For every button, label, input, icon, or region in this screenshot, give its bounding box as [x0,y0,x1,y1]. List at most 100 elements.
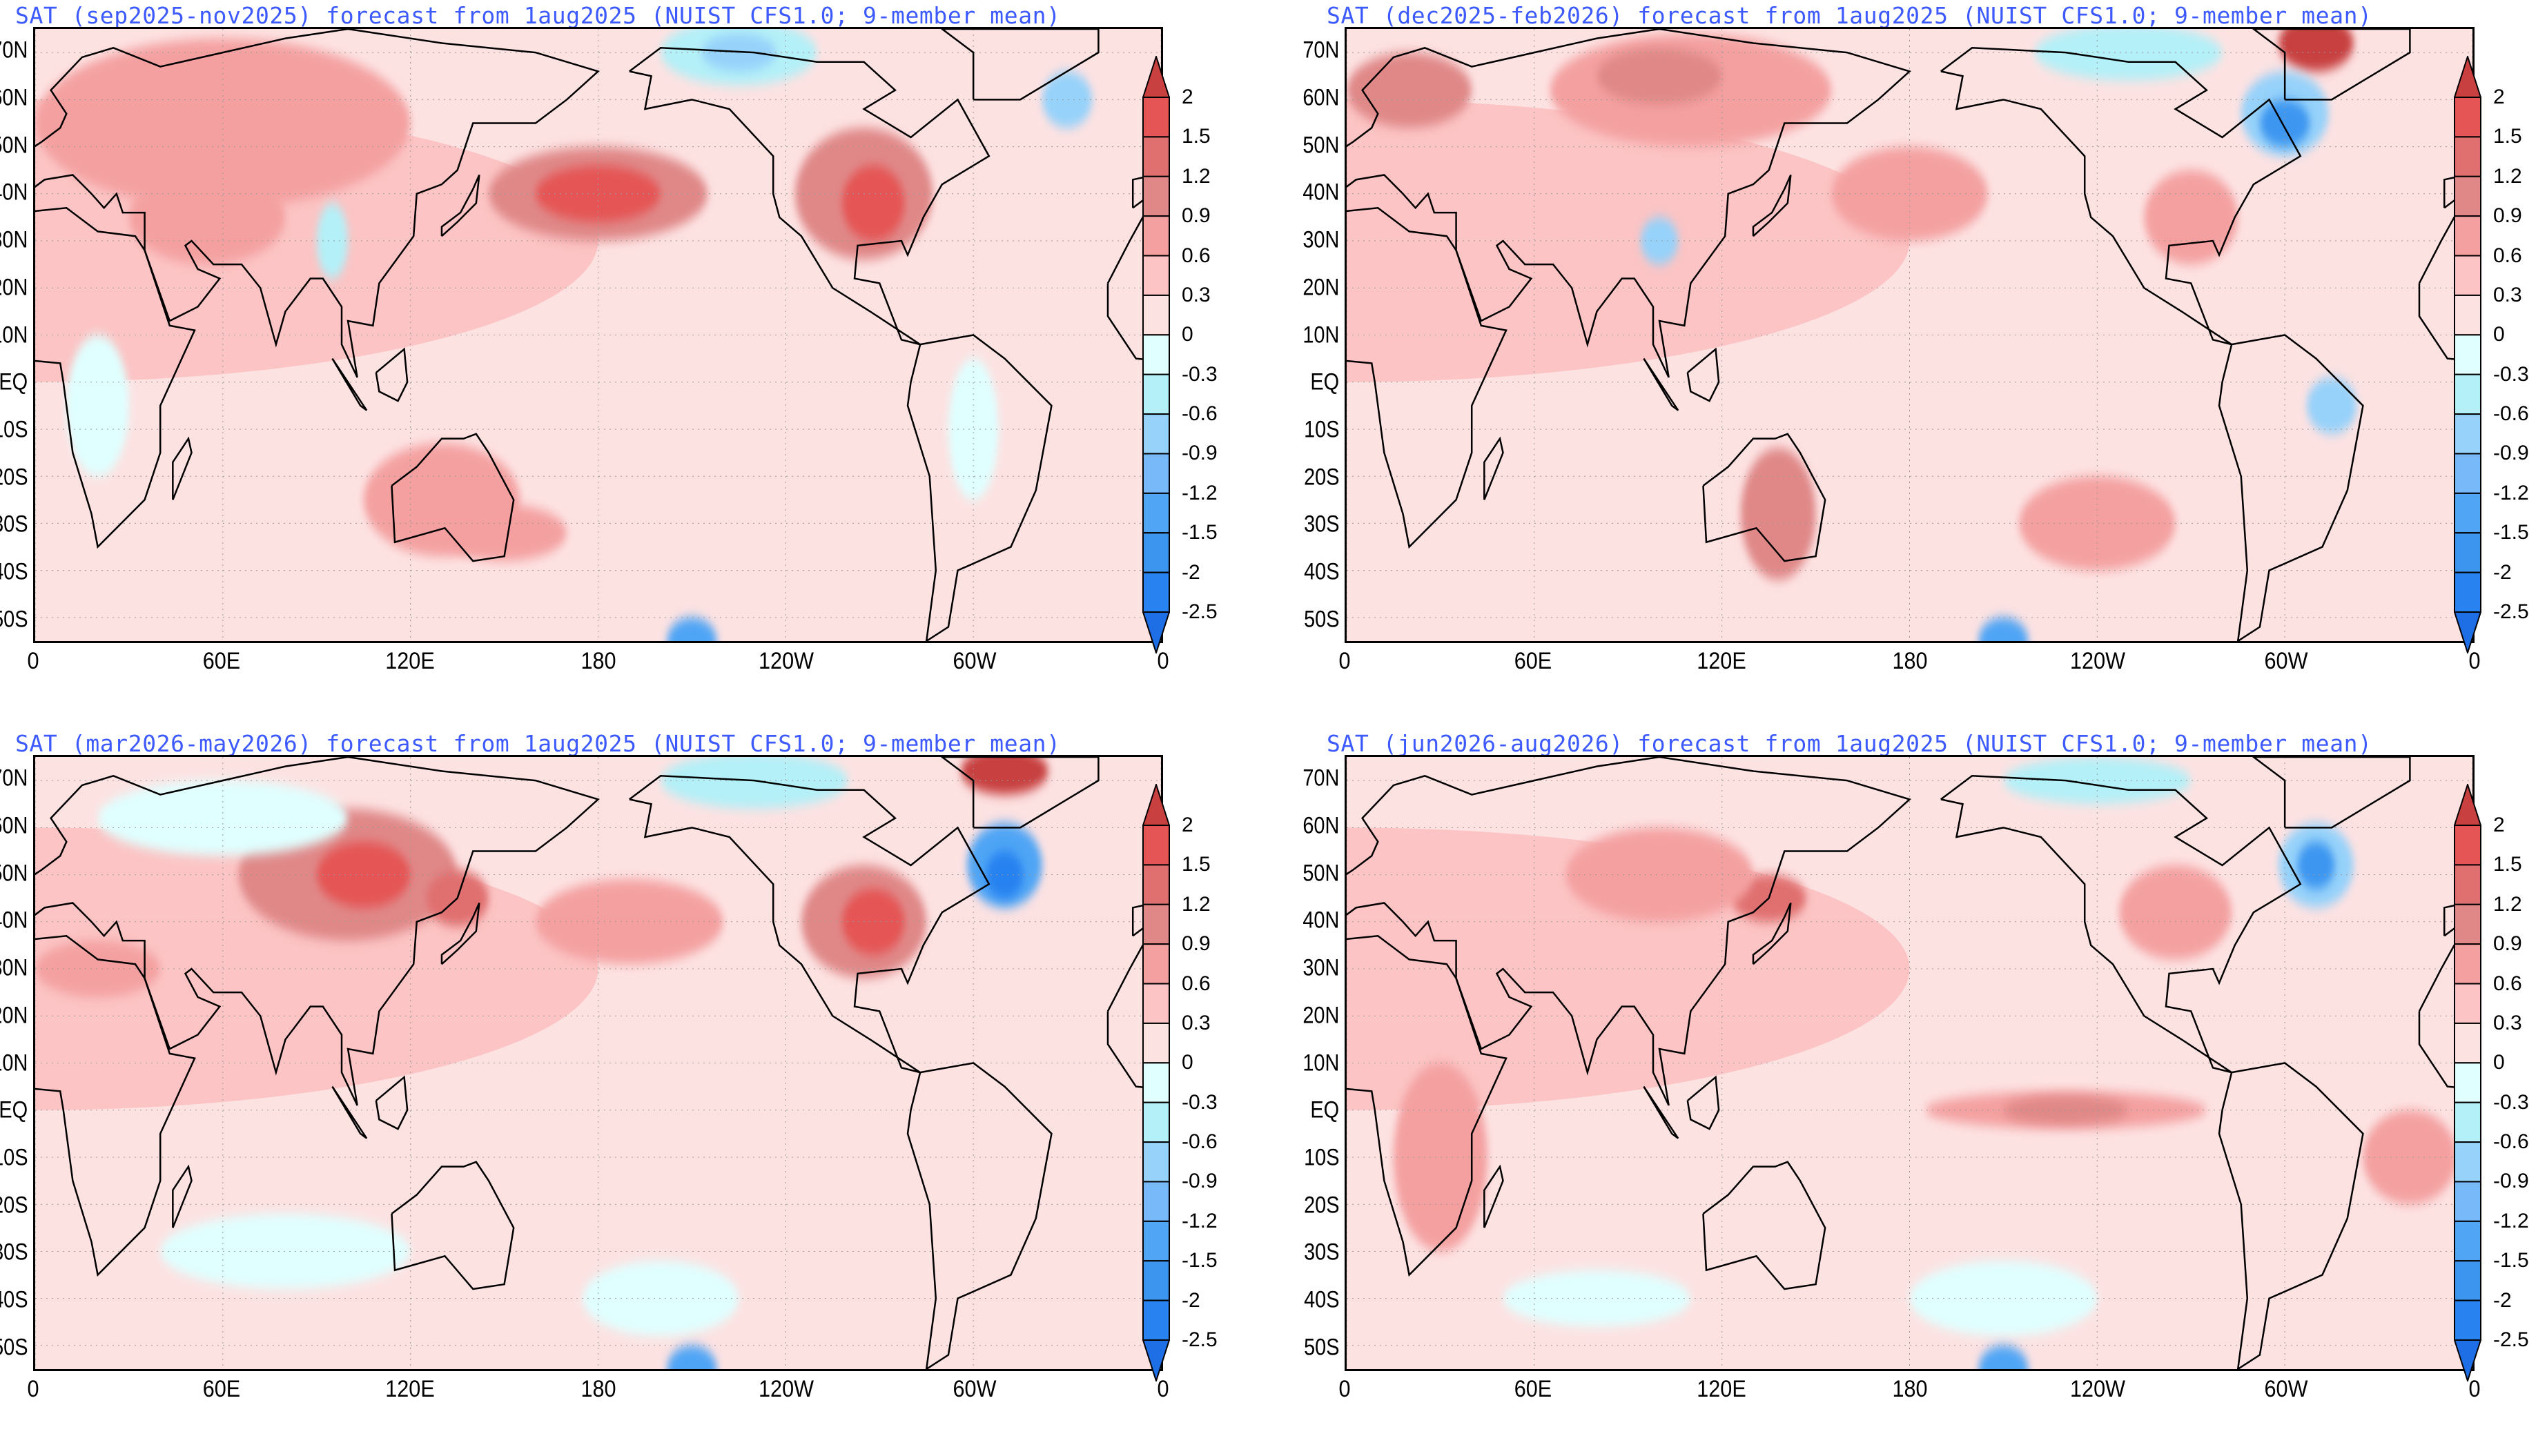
lon-tick-label: 120E [384,648,435,674]
colorbar-swatch [2454,56,2481,98]
coastline [2219,1063,2363,1370]
lat-tick-label: 20N [0,1002,28,1029]
coastline [1941,776,2301,1072]
colorbar-swatch [2454,1260,2481,1301]
colorbar-label: 0.6 [2493,244,2522,267]
colorbar-label: -1.2 [2493,1209,2529,1232]
colorbar-swatch [1142,97,1170,138]
lon-tick-label: 0 [27,1376,39,1402]
colorbar-label: -0.9 [1182,1170,1218,1193]
anomaly-map [33,27,1163,643]
lat-tick-label: EQ [1310,1096,1339,1123]
lon-tick-label: 0 [2468,648,2481,674]
lat-tick-label: 10N [1302,322,1339,348]
coastline [1753,903,1790,965]
colorbar-swatch [2454,492,2481,534]
lat-tick-label: 60N [1302,84,1339,111]
colorbar-swatch [1142,784,1170,826]
lat-tick-label: 10N [1302,1050,1339,1076]
colorbar-swatch [2454,1141,2481,1183]
colorbar-label: 2 [2493,86,2505,108]
lat-tick-label: 20N [1302,1002,1339,1029]
anomaly-region [535,879,723,965]
colorbar-swatch [2454,1101,2481,1143]
coastline [2219,335,2363,642]
coastline [1941,48,2301,344]
lat-tick-label: 30N [1302,226,1339,253]
colorbar-label: -0.3 [2493,362,2529,386]
lat-tick-label: 20S [1303,464,1339,491]
lat-tick-label: 40S [0,558,28,585]
anomaly-region [1347,52,1472,128]
colorbar-label: 0.6 [1182,972,1211,995]
colorbar-swatch [1142,864,1170,905]
anomaly-region [2306,377,2357,434]
lon-tick-label: 180 [580,1376,616,1402]
colorbar-swatch [2454,413,2481,455]
anomaly-region [316,841,411,908]
coastline [1688,1077,1719,1129]
coastline [630,776,989,1072]
colorbar-swatch [2454,825,2481,866]
colorbar-swatch [2454,453,2481,494]
lon-tick-label: 0 [2468,1376,2481,1402]
lat-tick-label: 60N [1302,812,1339,839]
colorbar-swatch [2454,175,2481,217]
colorbar-swatch [1142,1022,1170,1064]
lat-tick-label: 20S [1303,1192,1339,1219]
lat-tick-label: 10S [1303,1144,1339,1171]
anomaly-region [35,941,161,997]
lon-tick-label: 120E [1696,1376,1746,1402]
colorbar-swatch [2454,571,2481,613]
colorbar-label: -2.5 [1182,600,1218,623]
lat-tick-label: 70N [1302,765,1339,791]
coastline [1643,1087,1678,1139]
anomaly-region [1831,146,1988,242]
lon-tick-label: 120W [2070,1376,2126,1402]
anomaly-region [2144,170,2238,265]
colorbar-swatch [2454,255,2481,296]
colorbar-label: 2 [2493,814,2505,836]
colorbar-label: 0 [1182,1051,1193,1074]
panel-title: SAT (mar2026-may2026) forecast from 1aug… [15,730,1061,757]
lon-tick-label: 180 [580,648,616,674]
colorbar-swatch [2454,1181,2481,1222]
coastline [442,903,479,965]
colorbar-swatch [1142,413,1170,455]
colorbar-label: -2 [2493,1288,2512,1312]
panel-title: SAT (sep2025-nov2025) forecast from 1aug… [15,2,1061,29]
map-panel: SAT (dec2025-feb2026) forecast from 1aug… [1302,2,2547,728]
anomaly-map [33,755,1163,1371]
coastline [1753,175,1790,237]
lat-tick-label: EQ [0,1096,28,1123]
colorbar-label: -0.6 [2493,402,2529,426]
colorbar-label: 0.3 [1182,283,1211,306]
lat-tick-label: 50S [1303,1334,1339,1361]
colorbar-swatch [1142,492,1170,534]
colorbar-swatch [1142,1260,1170,1301]
colorbar-label: -0.9 [1182,442,1218,465]
lat-tick-label: 20N [0,274,28,301]
colorbar-swatch [2454,294,2481,336]
anomaly-region [986,851,1024,898]
lon-tick-label: 60W [2264,1376,2308,1402]
lat-tick-label: 40N [0,179,28,206]
lon-tick-label: 0 [1338,1376,1351,1402]
anomaly-region [841,165,905,242]
colorbar-swatch [1142,1101,1170,1143]
panel-title: SAT (dec2025-feb2026) forecast from 1aug… [1327,2,2372,29]
colorbar-swatch [2454,1220,2481,1262]
colorbar-swatch [2454,1299,2481,1341]
colorbar-label: 0.9 [1182,204,1211,228]
anomaly-region [2119,865,2232,960]
lon-tick-label: 60E [202,1376,241,1402]
lat-tick-label: 50N [0,860,28,887]
colorbar-swatch [2454,373,2481,415]
colorbar-label: 0 [2493,1051,2505,1074]
lat-tick-label: 30S [0,1239,28,1266]
coastline [391,1162,514,1289]
colorbar-label: 0 [2493,323,2505,346]
lat-tick-label: 50S [0,1334,28,1361]
lat-tick-label: 50S [0,606,28,633]
anomaly-region [667,617,717,641]
